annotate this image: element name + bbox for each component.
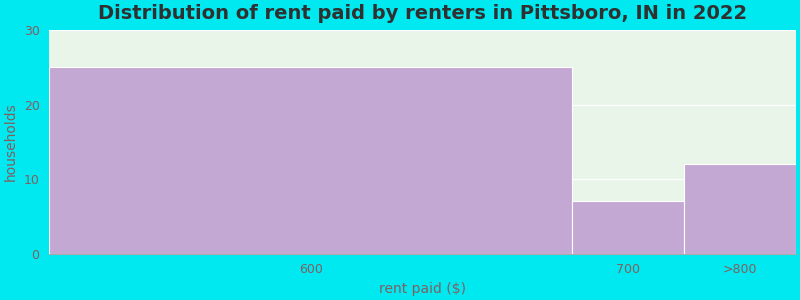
Bar (50, 68, 572, 254)
Title: Distribution of rent paid by renters in Pittsboro, IN in 2022: Distribution of rent paid by renters in … (98, 4, 747, 23)
Bar (572, 202, 684, 254)
Y-axis label: households: households (4, 103, 18, 181)
Bar (684, 164, 796, 254)
X-axis label: rent paid ($): rent paid ($) (379, 282, 466, 296)
